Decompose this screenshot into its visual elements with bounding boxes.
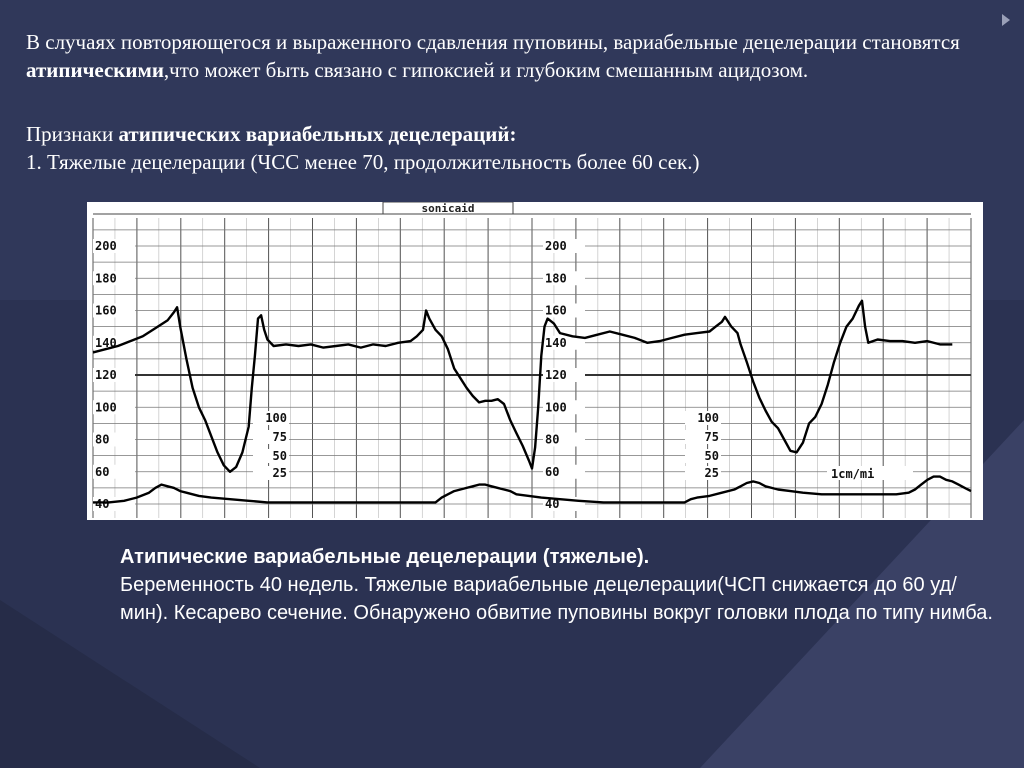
caption-body: Беременность 40 недель. Тяжелые вариабел… [120, 574, 993, 624]
tick-label-bg [93, 432, 135, 447]
speed-label: 1cm/mi [831, 467, 874, 481]
tick-label-bg [93, 239, 135, 253]
tick-label-bg [93, 368, 135, 382]
signs-label: Признаки [26, 122, 119, 146]
tick-label-bg [543, 432, 585, 447]
fhr-tick-label: 120 [95, 368, 117, 382]
intro-paragraph: В случаях повторяющегося и выраженного с… [26, 28, 1006, 84]
fhr-tick-label: 180 [95, 271, 117, 285]
toco-label-bg [685, 430, 721, 444]
speed-label-bg [827, 466, 913, 480]
fhr-tick-label: 160 [95, 304, 117, 318]
intro-text-1: В случаях повторяющегося и выраженного с… [26, 30, 960, 54]
tick-label-bg [543, 368, 585, 382]
toco-label-bg [685, 449, 721, 463]
fhr-tick-label: 140 [95, 336, 117, 350]
tick-label-bg [93, 335, 135, 350]
fhr-tick-label: 200 [545, 239, 567, 253]
caption-title: Атипические вариабельные децелерации (тя… [120, 546, 650, 568]
tick-label-bg [93, 464, 135, 479]
slide-arrow-icon [1002, 14, 1010, 26]
ctg-chart-svg: sonicaid 200 180 160 140 120 100 80 60 40 200 180 16… [92, 202, 972, 518]
fhr-tick-label: 120 [545, 368, 567, 382]
toco-tick-label: 25 [705, 466, 719, 480]
uterine-activity-line [93, 475, 972, 504]
toco-tick-label: 100 [265, 411, 287, 425]
fhr-tick-label: 180 [545, 271, 567, 285]
fhr-tick-label: 40 [95, 497, 109, 511]
tick-label-bg [543, 400, 585, 415]
toco-label-bg [253, 466, 289, 480]
fhr-tick-label: 200 [95, 239, 117, 253]
signs-bold: атипических вариабельных децелераций: [118, 122, 517, 146]
toco-tick-label: 50 [273, 449, 287, 463]
toco-label-bg [253, 411, 289, 425]
toco-tick-label: 50 [705, 449, 719, 463]
fhr-series-line [92, 299, 953, 473]
tick-label-bg [543, 239, 585, 253]
toco-tick-label: 75 [705, 430, 719, 444]
toco-tick-label: 75 [273, 430, 287, 444]
toco-tick-label: 25 [273, 466, 287, 480]
tick-label-bg [93, 271, 135, 286]
fhr-tick-label: 100 [545, 400, 567, 414]
fhr-tick-label: 80 [95, 433, 109, 447]
tick-label-bg [543, 464, 585, 479]
toco-label-bg [685, 411, 721, 425]
intro-bold: атипическими [26, 58, 164, 82]
tick-label-bg [543, 271, 585, 286]
header-label: sonicaid [422, 202, 475, 215]
fhr-tick-label: 160 [545, 304, 567, 318]
ctg-chart: sonicaid 200 180 160 140 120 100 80 60 40 200 180 16… [87, 202, 983, 520]
fhr-tick-label: 80 [545, 433, 559, 447]
tick-label-bg [93, 400, 135, 415]
tick-label-bg [93, 303, 135, 318]
toco-label-bg [685, 466, 721, 480]
fhr-tick-label: 40 [545, 497, 559, 511]
fhr-tick-label: 60 [545, 465, 559, 479]
toco-tick-label: 100 [697, 411, 719, 425]
fhr-tick-label: 140 [545, 336, 567, 350]
signs-block: Признаки атипических вариабельных децеле… [26, 120, 1006, 176]
caption-block: Атипические вариабельные децелерации (тя… [120, 543, 1000, 627]
signs-item-1: 1. Тяжелые децелерации (ЧСС менее 70, пр… [26, 150, 700, 174]
intro-text-2: ,что может быть связано с гипоксией и гл… [163, 58, 809, 82]
toco-label-bg [253, 449, 289, 463]
fhr-tick-label: 60 [95, 465, 109, 479]
header-box [382, 202, 514, 215]
fhr-tick-label: 100 [95, 400, 117, 414]
toco-label-bg [253, 430, 289, 444]
tick-label-bg [543, 303, 585, 318]
tick-label-bg [543, 335, 585, 350]
